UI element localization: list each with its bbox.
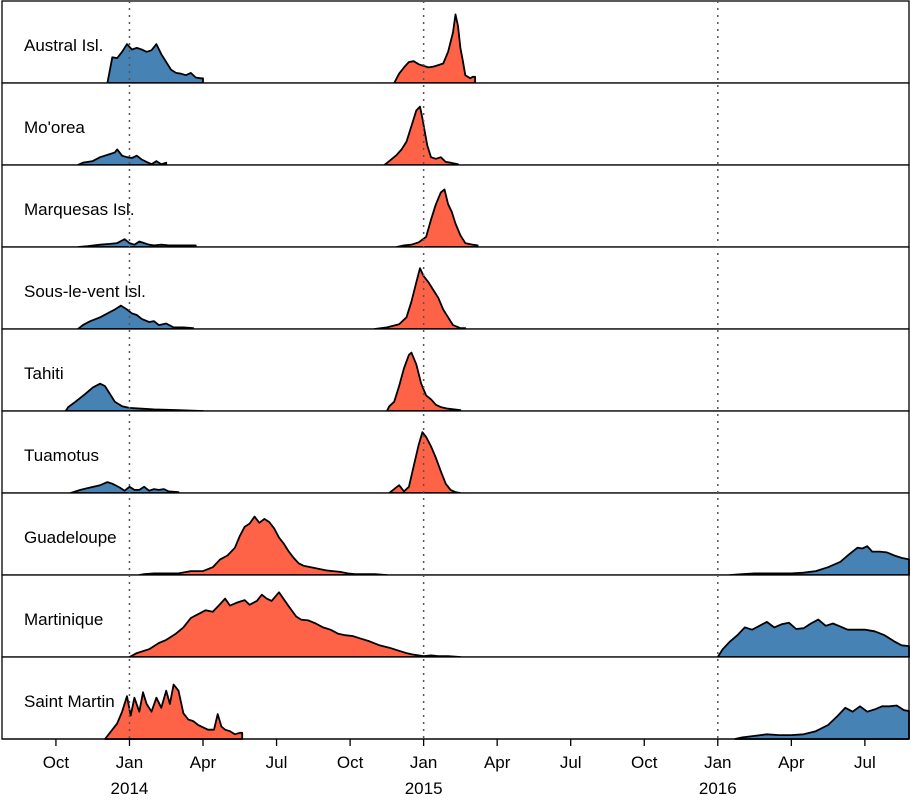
panel-sous-le-vent-isl-: Sous-le-vent Isl. bbox=[1, 246, 910, 330]
epidemic-curve-1 bbox=[106, 43, 204, 84]
epidemic-curve-2 bbox=[386, 351, 462, 412]
x-axis: Oct Jan Apr Jul Oct Jan Apr Jul Oct Jan Apr Jul 2014… bbox=[2, 738, 909, 798]
panel-label: Tuamotus bbox=[24, 446, 99, 465]
epidemic-curve-1 bbox=[77, 238, 197, 248]
epidemic-curve-1 bbox=[77, 304, 195, 330]
panel-saint-martin: Saint Martin bbox=[1, 656, 910, 740]
x-tick-label: Apr bbox=[778, 753, 805, 772]
epidemic-curve-2 bbox=[393, 13, 476, 84]
x-tick-label: Jul bbox=[560, 753, 582, 772]
panel-label: Tahiti bbox=[24, 364, 64, 383]
panel-label: Marquesas Isl. bbox=[24, 200, 135, 219]
epidemic-curve-2 bbox=[373, 267, 467, 330]
panel-label: Mo'orea bbox=[24, 118, 85, 137]
panel-tuamotus: Tuamotus bbox=[1, 410, 910, 494]
panel-frame bbox=[1, 410, 910, 494]
x-tick-label: Jul bbox=[854, 753, 876, 772]
panel-label: Guadeloupe bbox=[24, 528, 117, 547]
x-tick-label: Oct bbox=[43, 753, 70, 772]
epidemic-curve-2 bbox=[383, 105, 459, 166]
epidemic-curve-1 bbox=[104, 683, 244, 740]
x-tick-label: Apr bbox=[484, 753, 511, 772]
panel-frame bbox=[1, 82, 910, 166]
x-tick-label: Apr bbox=[190, 753, 217, 772]
x-tick-label: Oct bbox=[631, 753, 658, 772]
panel-label: Sous-le-vent Isl. bbox=[24, 282, 146, 301]
x-tick-label: Oct bbox=[337, 753, 364, 772]
epidemic-curve-2 bbox=[734, 704, 910, 740]
epidemic-curve-1 bbox=[64, 382, 204, 412]
panel-martinique: Martinique bbox=[1, 574, 910, 658]
panel-label: Martinique bbox=[24, 610, 103, 629]
panel-tahiti: Tahiti bbox=[1, 328, 910, 412]
x-tick-label: Jan bbox=[704, 753, 731, 772]
x-year-label: 2015 bbox=[405, 779, 443, 798]
panel-guadeloupe: Guadeloupe bbox=[1, 492, 910, 576]
panels-layer: Austral Isl. Mo'orea Marquesas Isl. Sous-le… bbox=[1, 0, 910, 740]
panel-frame bbox=[1, 492, 910, 576]
epidemic-curve-2 bbox=[716, 618, 910, 658]
x-year-label: 2016 bbox=[699, 779, 737, 798]
x-year-label: 2014 bbox=[111, 779, 149, 798]
epidemic-curve-2 bbox=[395, 188, 479, 248]
epidemic-curve-1 bbox=[128, 591, 462, 658]
x-tick-label: Jan bbox=[116, 753, 143, 772]
epidemic-curve-1 bbox=[77, 148, 168, 166]
epidemic-curve-2 bbox=[388, 431, 462, 494]
panel-label: Saint Martin bbox=[24, 692, 115, 711]
x-tick-label: Jul bbox=[266, 753, 288, 772]
panel-label: Austral Isl. bbox=[24, 36, 103, 55]
x-tick-label: Jan bbox=[410, 753, 437, 772]
panel-austral-isl-: Austral Isl. bbox=[1, 0, 910, 84]
epidemic-curve-2 bbox=[729, 545, 910, 576]
panel-frame bbox=[1, 328, 910, 412]
epidemic-curve-1 bbox=[138, 515, 388, 576]
epidemic-curve-1 bbox=[69, 481, 180, 494]
panel-mo-orea: Mo'orea bbox=[1, 82, 910, 166]
panel-frame bbox=[1, 246, 910, 330]
panel-marquesas-isl-: Marquesas Isl. bbox=[1, 164, 910, 248]
